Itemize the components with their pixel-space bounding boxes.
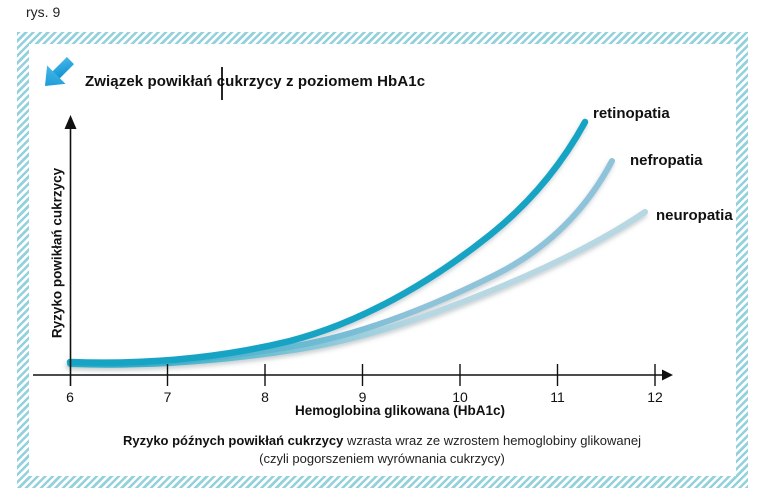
x-tick-7: 7 [163, 389, 172, 405]
x-tick-10: 10 [452, 389, 468, 405]
series-label-retinopatia: retinopatia [593, 105, 670, 122]
curves-group [66, 118, 648, 368]
curve-retinopatia [66, 118, 589, 366]
figure-background [29, 44, 736, 476]
arrow-down-right-icon [44, 57, 74, 87]
curve-nefropatia [67, 158, 615, 367]
series-label-nefropatia: nefropatia [630, 152, 703, 169]
figure-caption: Ryzyko późnych powikłań cukrzycy wzrasta… [29, 432, 735, 469]
series-label-neuropatia: neuropatia [656, 207, 733, 224]
text-cursor-artifact [221, 67, 223, 100]
x-axis-ticks [166, 364, 656, 386]
hatched-border-frame [17, 32, 748, 488]
caption-rest-part: wzrasta wraz ze wzrostem hemoglobiny gli… [343, 433, 642, 448]
chart-title: Związek powikłań cukrzycy z poziomem HbA… [85, 73, 426, 90]
x-tick-8: 8 [261, 389, 269, 405]
x-tick-11: 11 [550, 389, 565, 405]
caption-bold-part: Ryzyko późnych powikłań cukrzycy [122, 433, 344, 448]
x-axis-label: Hemoglobina glikowana (HbA1c) [294, 403, 506, 418]
x-tick-9: 9 [358, 389, 367, 405]
caption-line-2: (czyli pogorszeniem wyrównania cukrzycy) [259, 451, 505, 467]
figure-number-label: rys. 9 [26, 4, 61, 20]
axes-group [33, 127, 662, 386]
x-tick-6: 6 [66, 389, 74, 405]
caption-line-1: Ryzyko późnych powikłań cukrzycy wzrasta… [29, 432, 735, 450]
y-axis-label: Ryzyko powikłań cukrzycy [49, 167, 65, 339]
x-tick-12: 12 [647, 389, 663, 405]
x-axis-arrowhead [662, 369, 673, 381]
y-axis-arrowhead [64, 115, 77, 129]
